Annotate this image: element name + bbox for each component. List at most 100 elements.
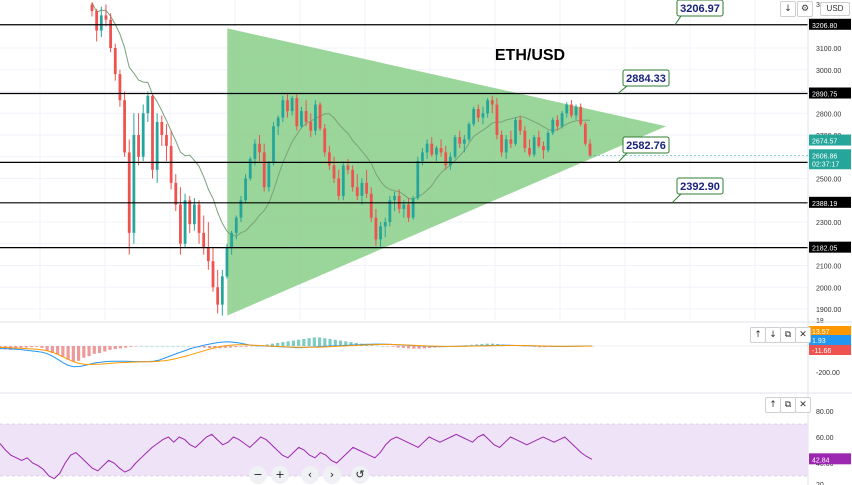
candle	[337, 169, 341, 201]
zoom-out-button[interactable]: −	[249, 466, 267, 484]
macd-histogram-bar	[160, 346, 165, 347]
candle	[448, 152, 452, 170]
callout-box	[676, 177, 724, 195]
candle-body	[583, 124, 587, 144]
macd-histogram-bar	[113, 346, 117, 350]
price-axis: 313100.003000.002900.002800.002700.00260…	[590, 0, 852, 485]
candle	[481, 106, 485, 125]
price-tick-label: 2100.00	[816, 264, 841, 271]
candle	[276, 115, 280, 135]
candle	[458, 130, 462, 149]
candle-body	[248, 158, 252, 179]
macd-value-text: -11.66	[812, 348, 831, 355]
macd-histogram-bar	[344, 341, 348, 346]
candle	[546, 130, 550, 153]
candle	[346, 158, 350, 175]
candle	[332, 156, 336, 183]
candle-body	[379, 226, 382, 240]
candle-body	[393, 195, 396, 201]
candle-body	[518, 119, 522, 131]
candle	[532, 135, 536, 157]
candle-body	[388, 200, 392, 222]
macd-pane-close-button[interactable]: ✕	[795, 327, 811, 343]
macd-histogram-bar	[97, 346, 102, 354]
candle	[565, 102, 569, 118]
macd-pane-down-button[interactable]: ↓	[765, 327, 781, 343]
rsi-tick-label: 20	[816, 482, 824, 485]
candle	[523, 126, 527, 153]
reset-chart-button[interactable]: ↺	[351, 466, 369, 484]
price-callouts: 3206.97 2884.33 2582.76 2392.90	[617, 0, 724, 204]
candle-body	[462, 139, 466, 144]
macd-pane-up-button[interactable]: ↑	[750, 327, 766, 343]
candle-body	[360, 182, 364, 196]
candle-body	[444, 152, 448, 166]
candle	[118, 69, 122, 107]
candle-body	[118, 74, 122, 101]
candle	[90, 2, 94, 17]
rsi-pane-up-button[interactable]: ↑	[765, 397, 781, 413]
price-tick-label: 2500.00	[816, 177, 841, 184]
candle	[588, 139, 592, 157]
candle	[304, 100, 308, 127]
macd-pane-maximize-button[interactable]: ⧉	[780, 327, 796, 343]
macd-histogram-bar	[124, 346, 128, 348]
candle-body	[192, 204, 196, 225]
candle-body	[109, 19, 113, 48]
arrow-up-icon: ↑	[754, 330, 762, 340]
currency-label[interactable]: USD	[820, 2, 850, 16]
candle	[360, 178, 364, 205]
candle	[179, 187, 182, 255]
callout-connector	[617, 152, 628, 163]
candle-body	[230, 232, 234, 249]
macd-value-text: 1.93	[812, 338, 826, 345]
candle-body	[323, 128, 327, 153]
rsi-tick-label: 80.00	[816, 409, 834, 416]
candle	[174, 174, 178, 212]
rsi-value-badge	[809, 453, 851, 465]
candle-body	[332, 165, 336, 179]
candle	[444, 145, 448, 170]
candle	[369, 187, 373, 222]
macd-value-badge	[809, 345, 851, 355]
ma-badge	[809, 134, 851, 146]
candle	[439, 139, 443, 157]
macd-histogram-bar	[480, 344, 484, 346]
macd-histogram-bar	[490, 343, 495, 346]
candle	[467, 121, 471, 142]
zoom-in-button[interactable]: +	[271, 466, 289, 484]
price-pane-down-button[interactable]: ↓	[780, 1, 796, 17]
candle	[300, 106, 303, 129]
candle	[388, 195, 392, 227]
candle-body	[532, 137, 536, 155]
scroll-left-icon: ‹	[307, 468, 313, 481]
candle-body	[365, 182, 368, 194]
candle	[569, 100, 573, 118]
scroll-right-button[interactable]: ›	[323, 466, 341, 484]
scroll-left-button[interactable]: ‹	[301, 466, 319, 484]
candle-body	[556, 119, 559, 127]
price-tick-label: 2000.00	[816, 285, 841, 292]
macd-histogram-bar	[328, 338, 332, 346]
rsi-pane-maximize-button[interactable]: ⧉	[780, 397, 796, 413]
candle	[272, 121, 275, 166]
candle	[583, 121, 587, 146]
rsi-pane-close-button[interactable]: ✕	[795, 397, 811, 413]
candle-body	[486, 100, 490, 114]
candle	[295, 93, 299, 131]
candle-body	[155, 121, 159, 170]
macd-histogram-bar	[401, 346, 405, 348]
price-pane-settings-button[interactable]: ⚙	[797, 1, 813, 17]
macd-histogram-bar	[213, 346, 217, 349]
macd-histogram-bar	[297, 339, 301, 346]
macd-histogram-bar	[276, 342, 280, 346]
candle	[137, 113, 140, 166]
candle	[327, 145, 331, 170]
candle-body	[160, 121, 164, 135]
arrow-up-icon: ↑	[769, 400, 777, 410]
candle	[216, 269, 220, 314]
candle	[476, 104, 480, 122]
last-price-text: 2606.86	[812, 153, 837, 160]
level-badge-text: 2182.05	[812, 246, 837, 253]
